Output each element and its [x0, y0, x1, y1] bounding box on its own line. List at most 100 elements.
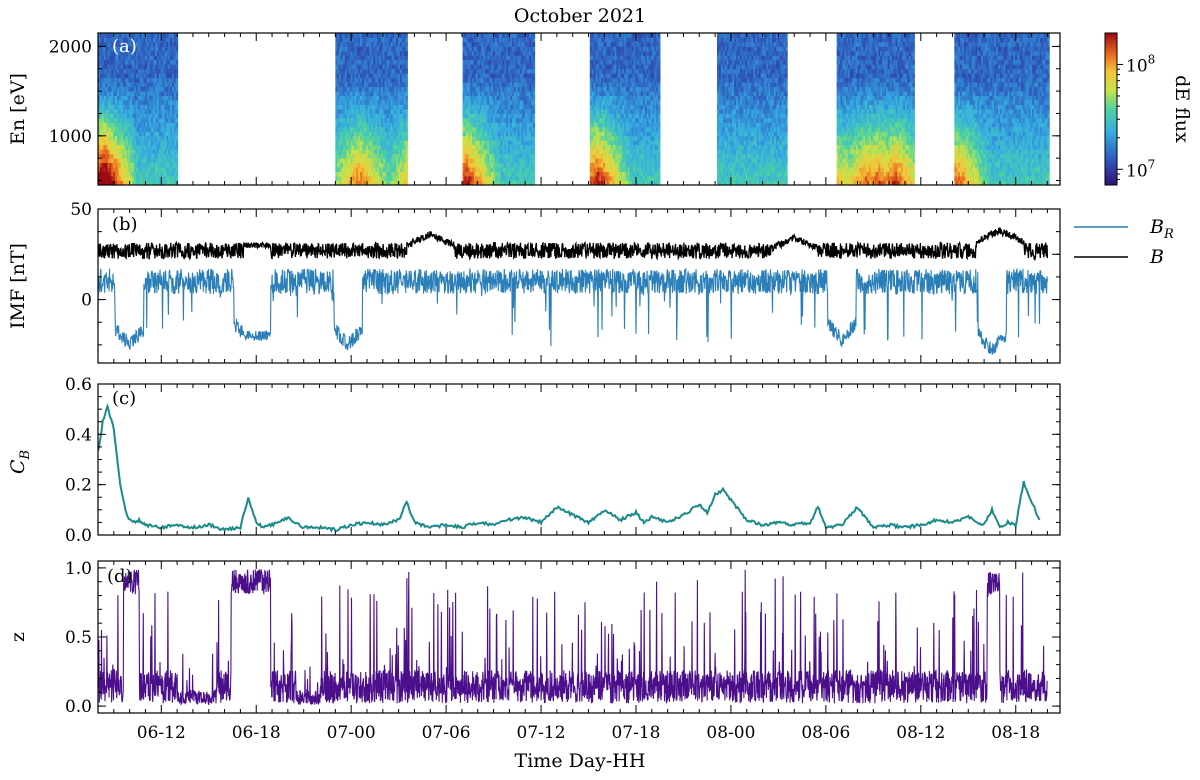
spectrogram-cell [130, 82, 133, 88]
spectrogram-cell [523, 59, 526, 65]
spectrogram-cell [517, 104, 520, 110]
spectrogram-cell [335, 55, 338, 61]
spectrogram-cell [403, 64, 407, 70]
spectrogram-cell [620, 46, 623, 52]
spectrogram-cell [489, 158, 492, 164]
spectrogram-cell [168, 55, 171, 61]
spectrogram-cell [158, 122, 162, 128]
spectrogram-cell [399, 140, 403, 146]
spectrogram-cell [468, 135, 471, 141]
spectrogram-cell [360, 55, 363, 61]
spectrogram-cell [510, 167, 513, 172]
spectrogram-cell [132, 55, 135, 61]
spectrogram-cell [386, 117, 389, 123]
spectrogram-cell [642, 126, 646, 132]
spectrogram-cell [367, 122, 370, 128]
spectrogram-cell [139, 126, 143, 132]
spectrogram-cell [629, 162, 632, 168]
spectrogram-cell [126, 140, 129, 146]
spectrogram-cell [633, 77, 636, 83]
spectrogram-cell [147, 131, 150, 137]
spectrogram-cell [642, 153, 646, 159]
spectrogram-cell [614, 131, 617, 137]
spectrogram-cell [132, 144, 135, 150]
spectrogram-cell [627, 37, 631, 43]
spectrogram-cell [371, 176, 374, 181]
spectrogram-cell [601, 122, 604, 128]
spectrogram-cell [107, 100, 110, 105]
spectrogram-cell [608, 59, 612, 65]
spectrogram-cell [116, 86, 120, 92]
spectrogram-cell [399, 64, 403, 70]
spectrogram-cell [527, 122, 530, 128]
spectrogram-cell [498, 104, 501, 110]
spectrogram-cell [335, 180, 338, 185]
spectrogram-cell [109, 82, 112, 88]
spectrogram-cell [521, 73, 524, 79]
spectrogram-cell [130, 144, 133, 150]
spectrogram-cell [527, 68, 530, 74]
spectrogram-cell [510, 162, 513, 168]
spectrogram-cell [379, 176, 382, 181]
spectrogram-cell [124, 109, 127, 114]
spectrogram-cell [166, 37, 169, 43]
spectrogram-cell [472, 140, 475, 146]
spectrogram-cell [134, 109, 137, 114]
spectrogram-cell [589, 86, 593, 92]
spectrogram-cell [603, 77, 606, 83]
spectrogram-cell [483, 41, 486, 47]
spectrogram-cell [403, 135, 407, 141]
spectrogram-cell [158, 171, 162, 177]
spectrogram-cell [491, 37, 494, 43]
spectrogram-cell [623, 122, 627, 128]
spectrogram-cell [635, 64, 638, 70]
spectrogram-cell [365, 144, 369, 150]
spectrogram-cell [527, 171, 530, 177]
spectrogram-cell [145, 126, 148, 132]
spectrogram-cell [337, 109, 340, 114]
spectrogram-cell [388, 109, 391, 114]
spectrogram-cell [464, 180, 467, 185]
spectrogram-cell [162, 37, 165, 43]
spectrogram-cell [135, 122, 139, 128]
spectrogram-cell [384, 109, 388, 114]
spectrogram-cell [504, 126, 507, 132]
spectrogram-cell [392, 73, 395, 79]
spectrogram-cell [517, 59, 520, 65]
spectrogram-cell [137, 131, 141, 137]
spectrogram-cell [485, 77, 488, 83]
spectrogram-cell [105, 109, 108, 114]
spectrogram-cell [623, 46, 627, 52]
spectrogram-cell [149, 176, 152, 181]
spectrogram-cell [344, 140, 348, 146]
spectrogram-cell [489, 77, 492, 83]
spectrogram-cell [373, 113, 376, 119]
spectrogram-cell [141, 100, 144, 105]
spectrogram-cell [398, 37, 401, 43]
spectrogram-cell [473, 176, 477, 181]
spectrogram-cell [477, 109, 481, 114]
spectrogram-cell [591, 113, 594, 119]
spectrogram-cell [168, 171, 171, 177]
spectrogram-cell [175, 176, 179, 181]
spectrogram-cell [156, 41, 160, 47]
spectrogram-cell [384, 162, 388, 168]
spectrogram-cell [375, 140, 378, 146]
spectrogram-cell [352, 104, 355, 110]
spectrogram-cell [475, 37, 479, 43]
spectrogram-cell [485, 162, 488, 168]
spectrogram-cell [390, 167, 393, 172]
spectrogram-cell [399, 33, 403, 38]
spectrogram-cell [109, 122, 112, 128]
spectrogram-cell [403, 91, 407, 96]
spectrogram-cell [373, 153, 376, 159]
spectrogram-cell [481, 104, 484, 110]
spectrogram-cell [143, 180, 146, 185]
spectrogram-cell [519, 82, 522, 88]
spectrogram-cell [375, 33, 378, 38]
spectrogram-cell [639, 64, 642, 70]
spectrogram-cell [115, 100, 118, 105]
spectrogram-cell [517, 122, 520, 128]
spectrogram-cell [589, 33, 593, 38]
spectrogram-cell [365, 167, 369, 172]
